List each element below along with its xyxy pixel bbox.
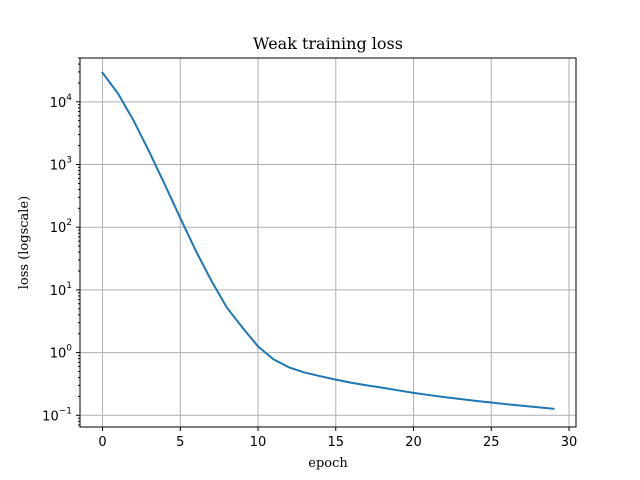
y-tick-label: 104 <box>50 93 73 111</box>
y-tick-label: 10−1 <box>42 406 72 424</box>
x-axis-label: epoch <box>308 456 348 471</box>
x-tick-label: 20 <box>405 435 422 450</box>
y-tick-label: 103 <box>50 156 72 174</box>
y-tick-label: 102 <box>50 218 72 236</box>
grid <box>80 58 576 427</box>
series-layer <box>101 71 555 410</box>
chart-title: Weak training loss <box>253 34 403 53</box>
x-tick-label: 30 <box>561 435 578 450</box>
ticks: 0 5 10 15 20 25 30 10−1 100 101 102 103 104 <box>42 57 578 450</box>
loss-series-line <box>101 71 555 410</box>
x-tick-label: 25 <box>483 435 500 450</box>
y-tick-label: 101 <box>50 281 72 299</box>
x-tick-label: 5 <box>176 435 184 450</box>
plot-frame <box>79 57 577 428</box>
x-tick-label: 10 <box>250 435 267 450</box>
x-tick-label: 0 <box>98 435 106 450</box>
x-tick-label: 15 <box>328 435 345 450</box>
y-tick-label: 100 <box>50 344 73 362</box>
y-axis-label: loss (logscale) <box>17 196 32 289</box>
